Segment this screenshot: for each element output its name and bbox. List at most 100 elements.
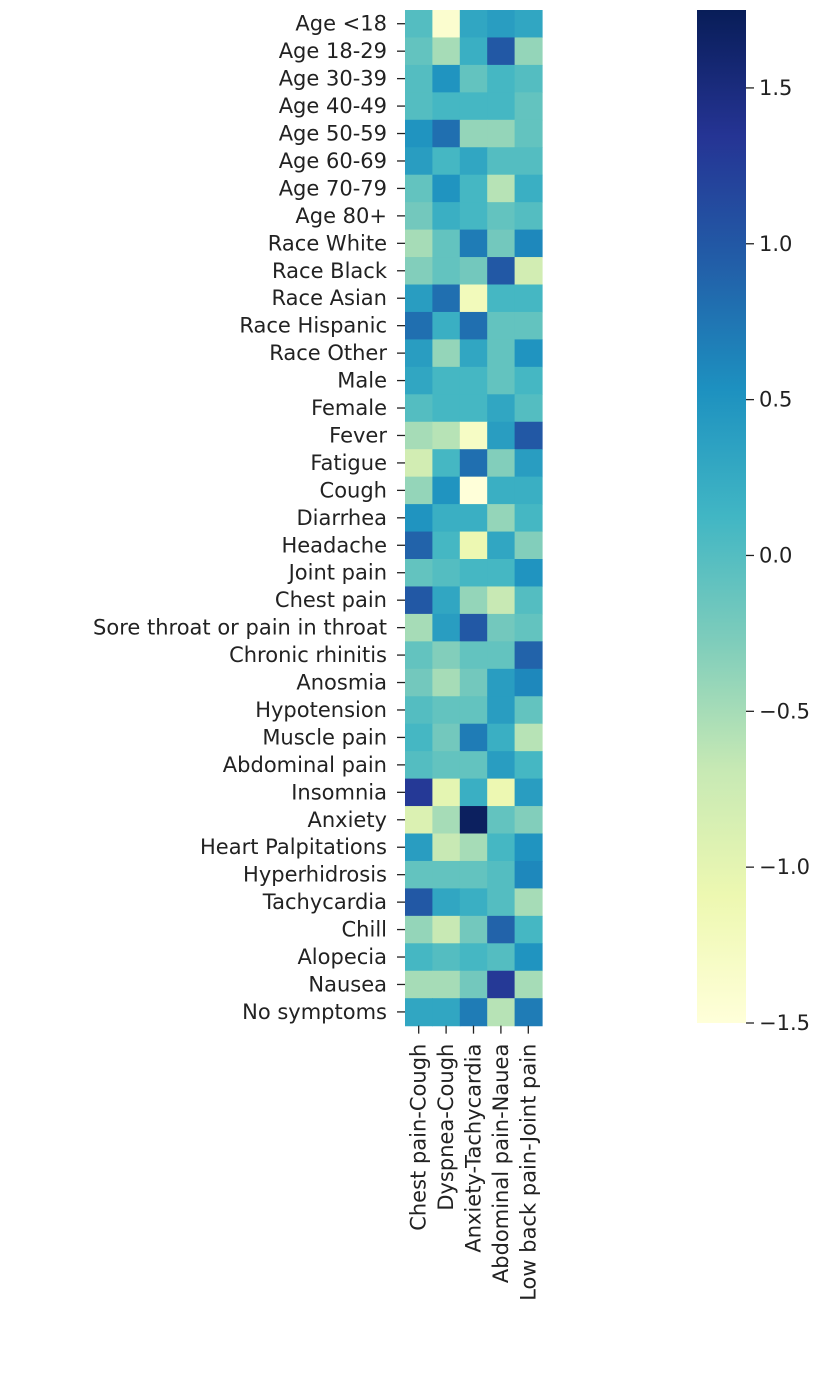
heatmap-cell [459,449,488,478]
heatmap-cell [405,257,433,286]
row-label: Race Black [272,259,388,283]
heatmap-cell [432,10,461,39]
heatmap-cell [487,229,516,258]
heatmap-cell [514,476,543,505]
heatmap-cell [405,202,433,231]
row-label: Male [337,369,387,393]
heatmap-cell [459,202,488,231]
heatmap-cell [459,421,488,450]
heatmap-cell [405,970,433,999]
row-label: Fatigue [310,451,387,475]
row-label: Cough [320,478,387,502]
row-label: No symptoms [242,1000,387,1024]
heatmap-cell [405,147,433,176]
heatmap-cell [459,668,488,697]
heatmap-cell [459,504,488,533]
heatmap-cell [432,833,461,862]
heatmap-cell [459,998,488,1027]
heatmap-cell [405,531,433,560]
heatmap-cell [432,586,461,615]
row-label: Tachycardia [262,890,387,914]
heatmap-cell [405,476,433,505]
heatmap-cell [487,943,516,972]
heatmap-cell [487,833,516,862]
row-label: Female [311,396,387,420]
heatmap-cell [405,449,433,478]
colorbar-tick-label: −0.5 [759,699,810,723]
heatmap-cell [514,531,543,560]
heatmap-cell [432,339,461,368]
row-label: Muscle pain [262,725,387,749]
heatmap-cell [432,531,461,560]
heatmap-cell [459,613,488,642]
heatmap-cell [405,119,433,148]
heatmap-cell [514,751,543,780]
row-label: Age 40-49 [279,94,387,118]
heatmap-cell [405,284,433,313]
column-label: Chest pain-Cough [407,1044,431,1231]
heatmap-cell [514,943,543,972]
heatmap-cell [432,311,461,340]
row-label: Race Hispanic [239,314,387,338]
colorbar-tick-label: 1.5 [759,76,792,100]
heatmap-cell [514,586,543,615]
heatmap-cell [487,723,516,752]
heatmap-cell [487,449,516,478]
heatmap-cell [514,10,543,39]
heatmap-cell [487,970,516,999]
heatmap-cell [459,394,488,423]
heatmap-cell [405,311,433,340]
heatmap-cell [487,339,516,368]
colorbar-tick-label: 1.0 [759,232,792,256]
heatmap-cell [459,174,488,203]
heatmap-cell [459,229,488,258]
heatmap-cell [405,421,433,450]
heatmap-cell [432,998,461,1027]
heatmap-cell [459,366,488,395]
heatmap-cell [487,778,516,807]
heatmap-cell [514,449,543,478]
heatmap-cell [459,10,488,39]
heatmap-cell [514,257,543,286]
heatmap-cell [405,778,433,807]
heatmap-cell [432,778,461,807]
colorbar-tick-label: −1.5 [759,1011,810,1035]
row-label: Alopecia [297,945,387,969]
row-label: Diarrhea [296,506,387,530]
heatmap-cell [487,174,516,203]
heatmap-cell [487,394,516,423]
heatmap-cell [405,806,433,835]
heatmap-cell [514,504,543,533]
heatmap-cell [405,37,433,66]
column-labels: Chest pain-Cough Dyspnea-Cough Anxiety-Tac… [407,1025,540,1301]
heatmap-cell [514,37,543,66]
row-label: Hyperhidrosis [243,863,387,887]
heatmap-cell [432,559,461,588]
heatmap-cell [405,998,433,1027]
heatmap-cell [487,10,516,39]
heatmap-cell [514,915,543,944]
row-label: Chill [342,918,387,942]
heatmap-cell [432,751,461,780]
heatmap-cell [432,696,461,725]
heatmap-cell [432,37,461,66]
row-label: Race White [268,231,387,255]
heatmap-cell [459,64,488,93]
heatmap-cell [405,888,433,917]
row-label: Fever [329,423,387,447]
heatmap-cell [487,751,516,780]
row-label: Age <18 [295,12,387,36]
heatmap-cell [405,10,433,39]
heatmap-cell [432,723,461,752]
colorbar: −1.5 −1.0 −0.5 0.0 0.5 1.0 1.5 [697,10,810,1035]
row-label: Anxiety [307,808,387,832]
row-label: Race Asian [272,286,387,310]
heatmap-cell [432,229,461,258]
heatmap-cell [487,311,516,340]
heatmap-cell [487,366,516,395]
heatmap-cell [487,92,516,121]
heatmap-cell [432,421,461,450]
heatmap-cell [432,284,461,313]
heatmap-cell [487,888,516,917]
heatmap-cell [514,778,543,807]
